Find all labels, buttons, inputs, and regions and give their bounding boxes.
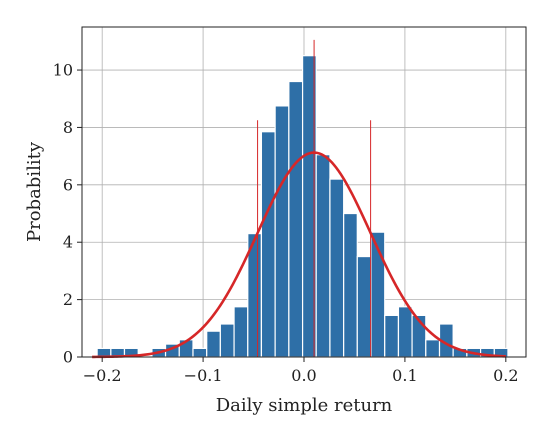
y-tick-label: 0: [63, 348, 73, 367]
histogram-bar: [274, 105, 290, 358]
histogram-bar: [315, 154, 331, 358]
x-tick-label: 0.2: [493, 366, 518, 385]
y-tick-label: 2: [63, 290, 73, 309]
x-axis-label: Daily simple return: [216, 395, 393, 416]
histogram-bar: [356, 255, 372, 358]
histogram-bar: [192, 347, 208, 358]
normal-pdf-curve: [92, 151, 506, 359]
vertical-lines: [257, 39, 372, 357]
x-ticks: −0.2 −0.1 0.0 0.1 0.2: [83, 357, 519, 385]
histogram-bar: [288, 80, 304, 358]
histogram-bar: [206, 330, 221, 358]
y-tick-label: 10: [53, 61, 73, 80]
y-ticks: 0 2 4 6 8 10: [53, 61, 82, 367]
y-tick-label: 8: [63, 118, 73, 137]
histogram-bar: [397, 306, 413, 358]
x-tick-label: −0.2: [83, 366, 122, 385]
histogram-bar: [260, 131, 276, 358]
histogram-bar: [425, 339, 441, 358]
histogram-bar: [343, 212, 358, 358]
y-tick-label: 4: [63, 233, 73, 252]
pdf-curve-layer: [92, 151, 506, 359]
histogram-bar: [384, 314, 400, 358]
x-tick-label: 0.0: [291, 366, 316, 385]
histogram-bar: [219, 323, 235, 358]
y-tick-label: 6: [63, 175, 73, 194]
histogram-bar: [233, 306, 249, 358]
y-axis-label: Probability: [24, 141, 45, 242]
x-tick-label: 0.1: [392, 366, 417, 385]
x-tick-label: −0.1: [184, 366, 223, 385]
histogram-bars: [96, 55, 509, 358]
histogram-bar: [329, 178, 345, 358]
